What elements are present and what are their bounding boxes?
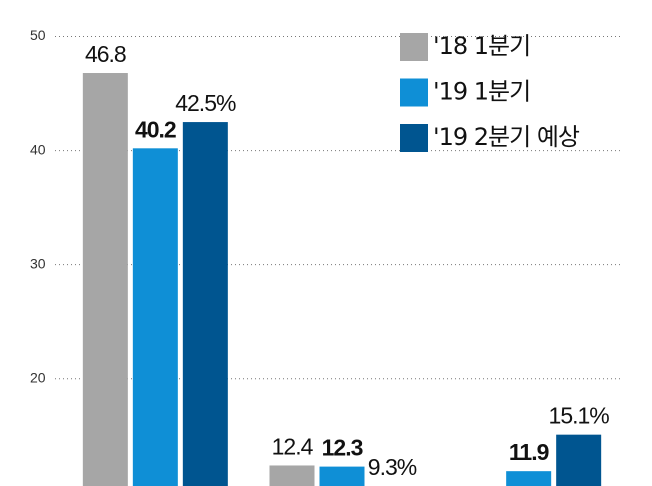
legend-label: '19 1분기	[433, 78, 530, 106]
value-label: 9.3%	[368, 454, 417, 480]
legend-label: '18 1분기	[433, 32, 530, 60]
bar	[556, 434, 602, 486]
value-label: 15.1%	[549, 403, 610, 429]
y-tick-label: 20	[30, 369, 46, 385]
value-label: 40.2	[135, 116, 176, 142]
y-tick-label: 30	[30, 255, 46, 271]
bar	[132, 148, 178, 486]
legend-swatch	[400, 78, 428, 107]
value-label: 42.5%	[175, 90, 236, 116]
bar	[82, 73, 128, 486]
legend-swatch	[400, 33, 428, 61]
value-label: 12.3	[322, 435, 363, 461]
y-tick-label: 50	[30, 27, 46, 43]
bar	[182, 122, 228, 486]
bar	[269, 465, 315, 486]
legend-swatch	[400, 124, 428, 152]
bar	[319, 466, 365, 486]
value-label: 11.9	[509, 439, 549, 465]
legend-label: '19 2분기 예상	[433, 123, 580, 151]
bar	[506, 471, 552, 486]
value-label: 46.8	[85, 41, 126, 67]
value-label: 12.4	[272, 434, 314, 460]
y-tick-label: 40	[30, 141, 46, 157]
